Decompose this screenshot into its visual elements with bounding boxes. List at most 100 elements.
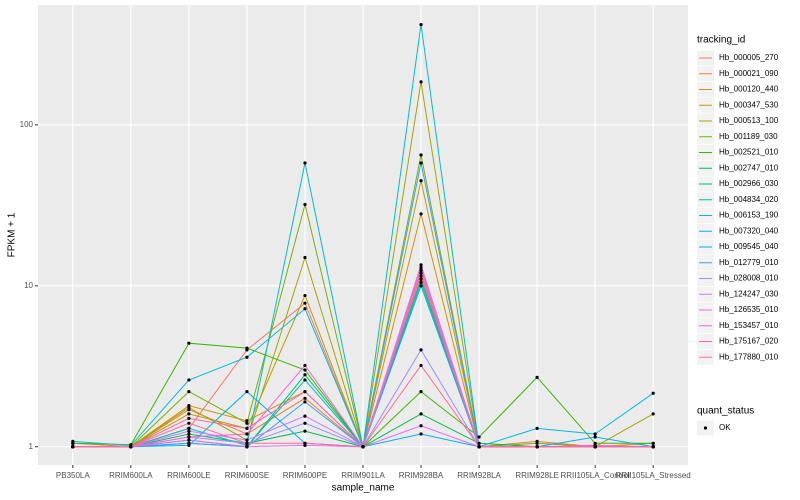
data-point	[245, 355, 249, 359]
data-point	[419, 277, 423, 281]
data-point	[187, 390, 191, 394]
data-point	[303, 307, 307, 311]
data-point	[303, 363, 307, 368]
data-point	[303, 368, 307, 372]
data-point	[245, 419, 249, 423]
data-point	[419, 432, 423, 436]
data-point	[303, 421, 307, 425]
legend-label: Hb_124247_030	[719, 289, 779, 298]
data-point	[361, 445, 365, 449]
data-point	[419, 363, 423, 368]
y-axis-title: FPKM + 1	[7, 212, 18, 257]
data-point	[419, 412, 423, 416]
data-point	[651, 391, 655, 395]
legend-label: Hb_006153_190	[719, 211, 779, 220]
data-point	[477, 435, 481, 439]
legend-label: Hb_175167_020	[719, 337, 779, 346]
legend-label: Hb_177880_010	[719, 352, 779, 361]
data-point	[187, 416, 191, 420]
data-point	[419, 424, 423, 428]
data-point	[419, 263, 423, 267]
data-point	[71, 445, 75, 449]
legend-label: Hb_126535_010	[719, 305, 779, 314]
data-point	[593, 445, 597, 449]
data-point	[303, 378, 307, 382]
legend-swatch	[703, 426, 708, 430]
x-tick-label: PB350LA	[56, 471, 90, 480]
data-point	[651, 412, 655, 416]
legend-label: Hb_001189_030	[719, 132, 778, 141]
data-point	[419, 271, 423, 275]
legend-label: Hb_002521_010	[719, 148, 779, 157]
legend-label: Hb_153457_010	[719, 321, 779, 330]
data-point	[245, 445, 249, 449]
legend-label: Hb_004834_020	[719, 195, 779, 204]
data-point	[187, 438, 191, 442]
data-point	[187, 406, 191, 410]
legend-label: Hb_000513_100	[719, 116, 779, 125]
data-point	[303, 414, 307, 418]
legend-label: Hb_000005_270	[719, 53, 779, 62]
data-point	[303, 202, 307, 207]
legend-label: Hb_009545_040	[719, 242, 779, 251]
data-point	[535, 441, 539, 445]
data-point	[303, 441, 307, 445]
data-point	[419, 348, 423, 352]
legend-label: Hb_002747_010	[719, 163, 779, 172]
data-point	[593, 435, 597, 439]
data-point	[245, 346, 249, 350]
x-tick-label: RRIM928LE	[515, 471, 559, 480]
data-point	[187, 378, 191, 382]
legend-label: Hb_000120_440	[719, 85, 779, 94]
data-point	[419, 161, 423, 165]
data-point	[187, 341, 191, 345]
data-point	[71, 439, 75, 443]
data-point	[651, 441, 655, 445]
data-point	[419, 212, 423, 216]
data-point	[419, 390, 423, 394]
legend-label: Hb_000021_090	[719, 69, 779, 78]
data-point	[419, 153, 423, 157]
data-point	[419, 284, 423, 288]
data-point	[419, 268, 423, 272]
data-point	[245, 441, 249, 445]
legend-label: Hb_002966_030	[719, 179, 779, 188]
x-tick-label: RRIM600PE	[283, 471, 327, 480]
legend-label: Hb_012779_010	[719, 258, 779, 267]
data-point	[303, 301, 307, 305]
legend-title: quant_status	[697, 406, 754, 417]
data-point	[245, 438, 249, 442]
data-point	[187, 429, 191, 433]
x-tick-label: RRIM901LA	[341, 471, 385, 480]
data-point	[477, 441, 481, 445]
data-point	[477, 445, 481, 449]
x-tick-label: RRIM600SE	[225, 471, 269, 480]
data-point	[419, 80, 423, 84]
data-point	[535, 375, 539, 379]
data-point	[187, 421, 191, 425]
data-point	[187, 432, 191, 436]
data-point	[245, 426, 249, 430]
data-point	[187, 435, 191, 439]
legend-label: Hb_000347_530	[719, 100, 779, 109]
data-point	[187, 412, 191, 416]
data-point	[303, 161, 307, 165]
x-tick-label: RRIM600LA	[109, 471, 153, 480]
legend-label: Hb_007320_040	[719, 226, 779, 235]
legend-label: Hb_028008_010	[719, 274, 779, 283]
data-point	[303, 429, 307, 433]
data-point	[535, 445, 539, 449]
data-point	[535, 426, 539, 430]
data-point	[245, 390, 249, 394]
x-tick-label: RRIM928BA	[399, 471, 444, 480]
data-point	[303, 255, 307, 260]
legend-label: OK	[719, 423, 731, 432]
data-point	[245, 421, 249, 425]
data-point	[303, 293, 307, 298]
data-point	[419, 280, 423, 285]
y-tick-label: 10	[24, 281, 33, 290]
y-tick-label: 1	[29, 442, 34, 451]
data-point	[187, 426, 191, 430]
data-point	[419, 23, 423, 27]
data-point	[129, 445, 133, 449]
